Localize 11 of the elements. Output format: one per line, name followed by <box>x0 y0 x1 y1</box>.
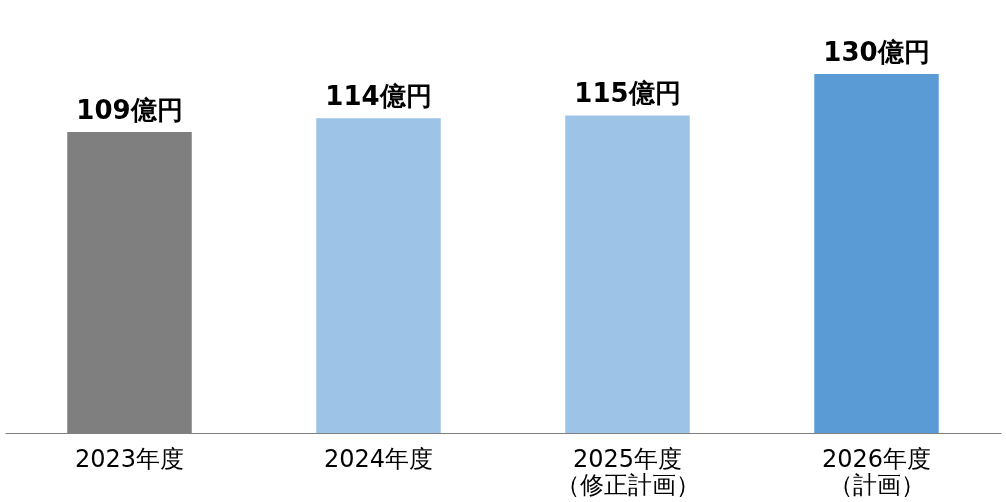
bar <box>814 74 939 433</box>
data-label: 114億円 <box>325 81 432 112</box>
x-tick-label: 2026年度（計画） <box>821 444 932 499</box>
data-label: 115億円 <box>574 78 681 109</box>
bar <box>316 118 441 433</box>
x-tick-label: 2024年度 <box>323 444 434 473</box>
data-label: 130億円 <box>823 37 930 67</box>
x-tick-label: 2023年度 <box>74 444 185 473</box>
data-label: 109億円 <box>76 94 183 125</box>
x-tick-label: 2025年度（修正計画） <box>555 444 700 499</box>
bar <box>565 115 690 433</box>
